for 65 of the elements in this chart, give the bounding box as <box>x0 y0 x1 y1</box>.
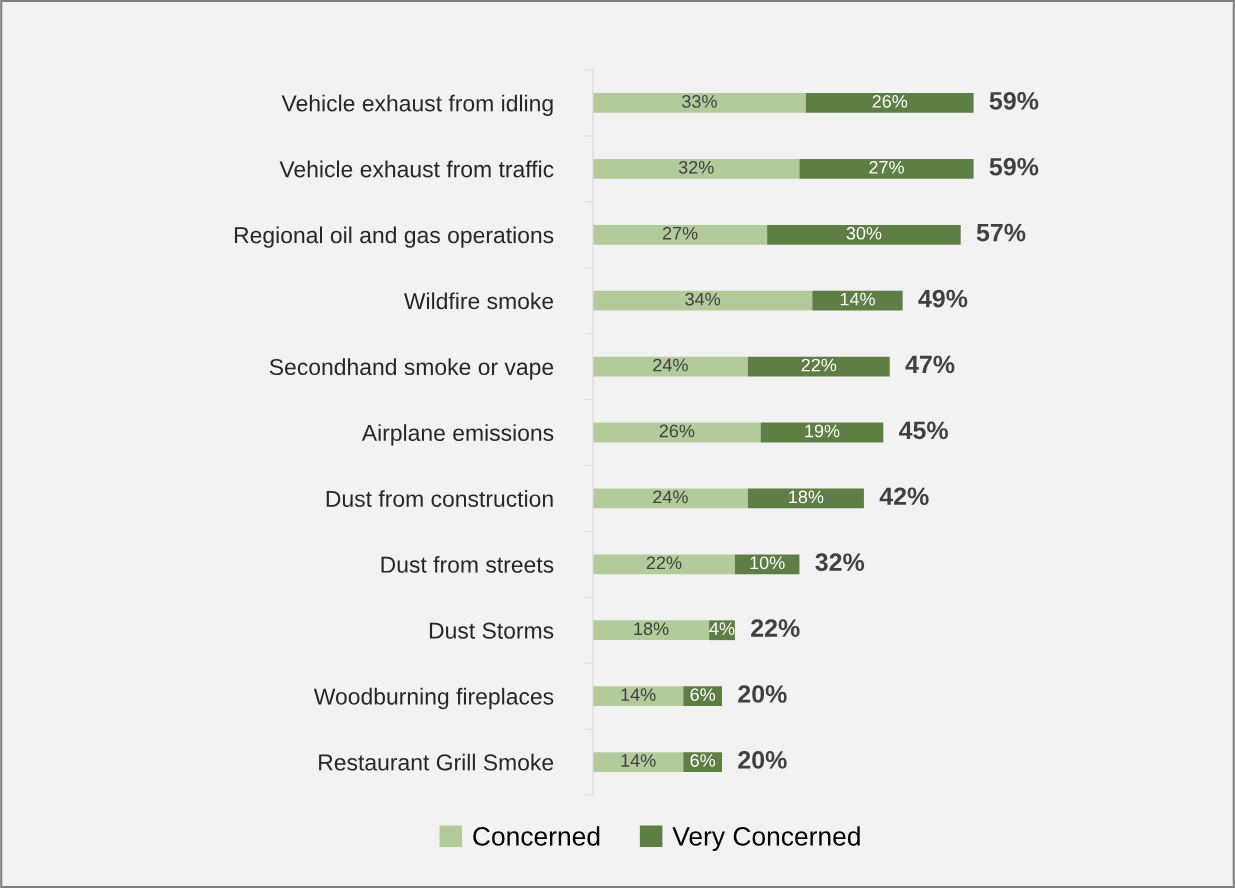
total-label: 42% <box>879 487 929 506</box>
bar <box>812 290 903 311</box>
data-label: 22% <box>801 358 837 372</box>
data-label: 10% <box>750 556 785 570</box>
bar <box>805 93 974 113</box>
bar <box>593 356 748 377</box>
bar <box>747 488 864 509</box>
bar <box>593 686 684 707</box>
bar <box>760 422 884 443</box>
data-label: 32% <box>678 160 714 174</box>
y-tick-label: Regional oil and gas operations <box>234 226 554 248</box>
bar <box>593 554 735 575</box>
data-label: 14% <box>840 292 875 306</box>
data-label: 34% <box>685 292 721 306</box>
bar <box>747 356 890 377</box>
data-label: 30% <box>846 226 882 240</box>
y-tick-label: Woodburning fireplaces <box>313 687 554 710</box>
legend-label: Concerned <box>473 826 600 846</box>
total-label: 59% <box>989 91 1039 110</box>
data-label: 4% <box>709 622 735 635</box>
total-label: 32% <box>815 553 865 572</box>
bar <box>593 93 806 113</box>
y-tick-label: Dust Storms <box>429 622 554 639</box>
bar <box>593 224 768 245</box>
bar <box>799 158 974 179</box>
legend-label: Very Concerned <box>672 826 860 851</box>
data-label: 27% <box>662 226 698 240</box>
total-label: 20% <box>738 751 787 769</box>
total-label: 57% <box>976 223 1026 242</box>
y-tick-label: Secondhand smoke or vape <box>269 358 554 380</box>
total-label: 20% <box>738 685 787 703</box>
y-tick-label: Airplane emissions <box>361 424 554 446</box>
data-label: 24% <box>653 490 688 504</box>
data-label: 33% <box>682 95 717 108</box>
data-label: 27% <box>869 160 904 174</box>
data-label: 6% <box>690 688 716 701</box>
total-label: 22% <box>751 619 800 637</box>
data-label: 14% <box>621 754 656 767</box>
data-label: 6% <box>690 754 716 767</box>
data-label: 14% <box>621 688 656 701</box>
data-label: 19% <box>805 424 840 438</box>
data-label: 26% <box>659 424 695 438</box>
bar <box>593 290 813 311</box>
bar <box>593 158 800 179</box>
total-label: 59% <box>989 157 1039 176</box>
y-tick-label: Restaurant Grill Smoke <box>319 753 554 771</box>
bar <box>734 554 800 575</box>
y-tick-label: Dust from construction <box>326 490 553 507</box>
y-tick-label: Dust from streets <box>381 556 554 573</box>
y-tick-label: Vehicle exhaust from traffic <box>279 160 554 178</box>
bar <box>767 224 961 245</box>
data-label: 24% <box>653 358 688 372</box>
total-label: 45% <box>898 421 948 440</box>
bar <box>593 752 684 772</box>
total-label: 49% <box>918 289 968 308</box>
total-label: 47% <box>905 355 955 374</box>
data-label: 22% <box>646 556 682 570</box>
data-label: 18% <box>789 490 824 504</box>
bar <box>593 488 748 509</box>
data-label: 18% <box>634 622 669 636</box>
y-tick-label: Vehicle exhaust from idling <box>281 94 553 117</box>
bar <box>593 620 710 641</box>
y-tick-label: Wildfire smoke <box>403 292 554 310</box>
bar <box>593 422 761 443</box>
data-label: 26% <box>872 95 908 108</box>
